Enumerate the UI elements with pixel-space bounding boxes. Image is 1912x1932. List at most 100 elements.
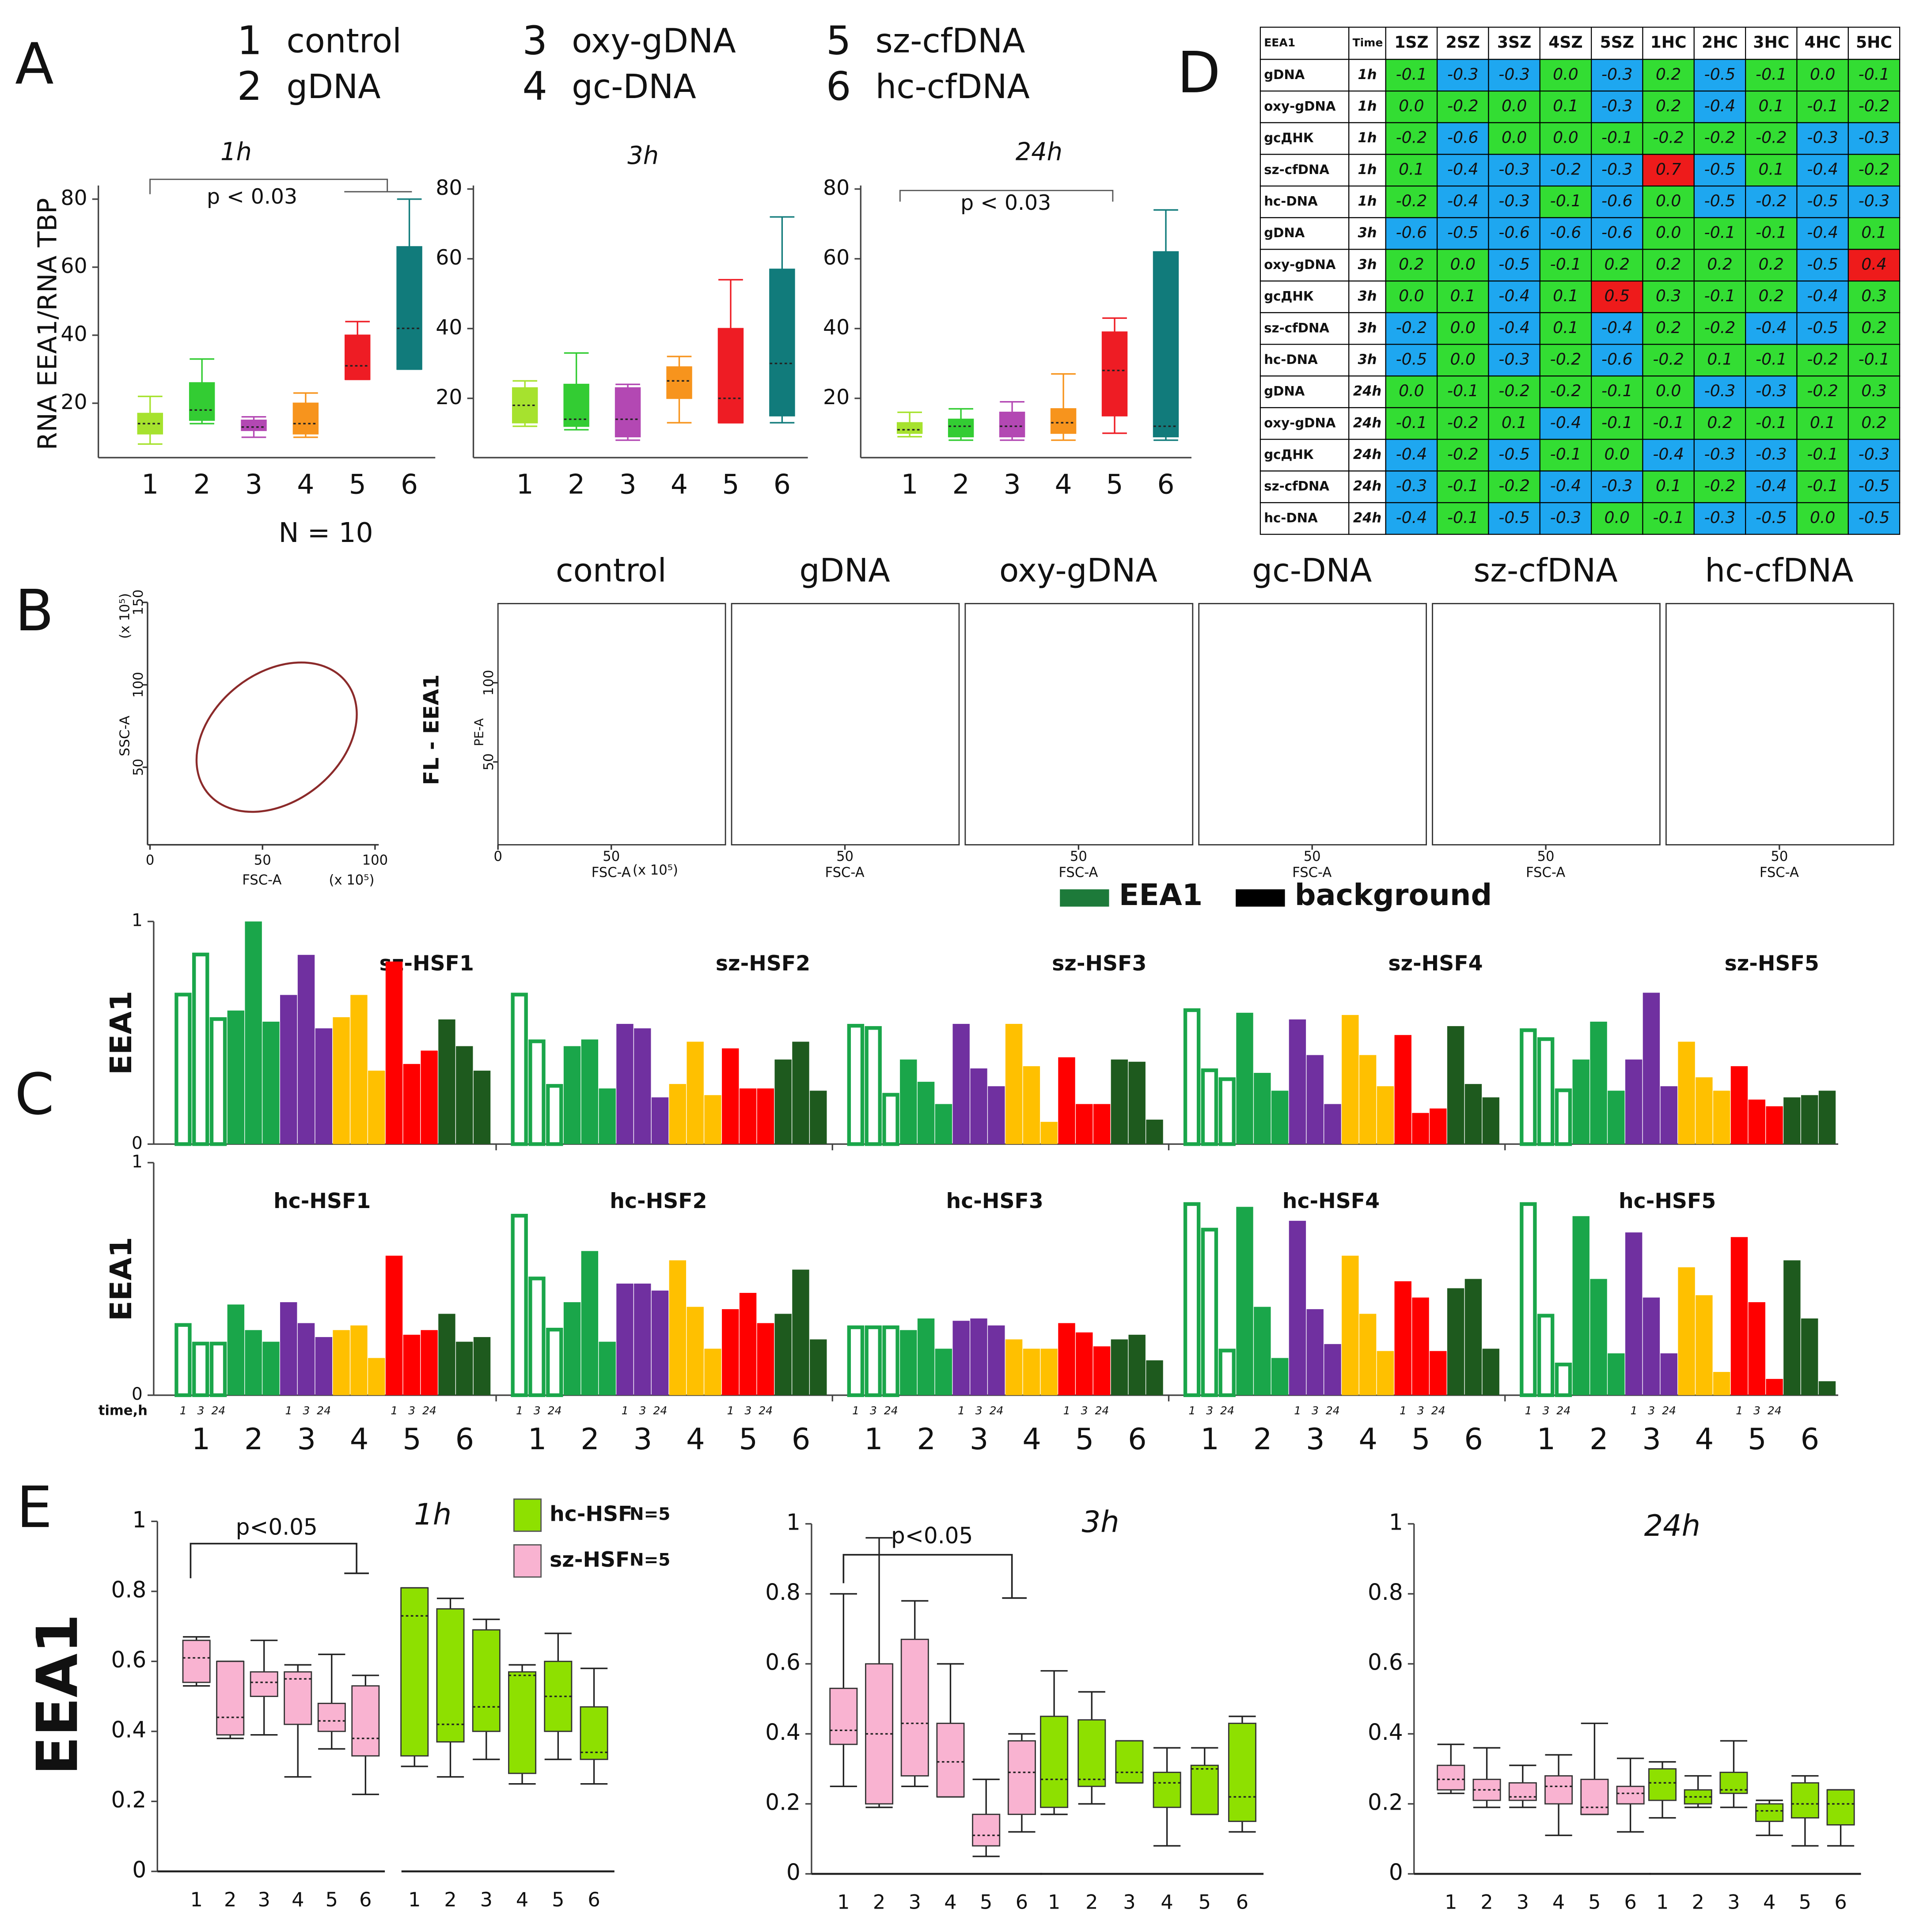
plot-title: oxy-gDNA <box>999 552 1157 589</box>
table-cell <box>1848 375 1901 409</box>
cell-text: -0.3 <box>1704 381 1736 400</box>
category-label: 1 <box>1200 1422 1219 1456</box>
category-label: 5 <box>1411 1422 1430 1456</box>
x-tick-label: 1 <box>1048 1891 1060 1914</box>
category-label: 1 <box>864 1422 883 1456</box>
table-cell <box>1488 186 1540 218</box>
bar <box>774 1314 792 1395</box>
cell-text: 0.0 <box>1502 96 1527 115</box>
chart-title: 1h <box>220 137 252 166</box>
cell-text: -0.3 <box>1756 444 1787 463</box>
x-tick-label: 4 <box>671 469 688 500</box>
x-tick-label: 6 <box>588 1888 600 1911</box>
category-label: 3 <box>297 1422 316 1456</box>
cell-text: 0.0 <box>1656 191 1681 210</box>
y-tick-label: 0.8 <box>765 1579 800 1605</box>
annotation: p<0.05 <box>891 1523 973 1549</box>
box <box>972 1814 1001 1847</box>
cell-text: -0.3 <box>1859 191 1890 210</box>
legend-number: 4 <box>522 64 547 110</box>
cell-text: 0.1 <box>1759 96 1784 115</box>
cell-text: -0.3 <box>1601 159 1633 178</box>
cell-text: -0.4 <box>1756 476 1787 495</box>
bar <box>315 1028 333 1144</box>
plot-title: hc-cfDNA <box>1705 552 1854 589</box>
cell-text: -0.2 <box>1396 128 1427 147</box>
bar <box>952 1321 970 1395</box>
y-tick-label: 50 <box>131 759 146 776</box>
x-tick-label: 5 <box>980 1891 992 1914</box>
box <box>1007 1740 1036 1815</box>
legend-number: 2 <box>237 64 262 110</box>
table-cell <box>1642 90 1695 123</box>
bar <box>403 1334 421 1395</box>
y-tick-label: 20 <box>436 385 462 409</box>
x-tick-label: 0 <box>493 849 502 864</box>
cell-text: gDNA <box>1264 67 1305 82</box>
y-axis-label: PE-A <box>472 718 486 746</box>
header-text: 3HC <box>1753 33 1789 52</box>
bar <box>1254 1072 1271 1144</box>
bar <box>438 1019 455 1144</box>
bar <box>1608 1091 1625 1144</box>
y-tick-label: 0.6 <box>1368 1649 1403 1675</box>
cell-text: 0.1 <box>1399 159 1424 178</box>
table-cell <box>1385 470 1438 504</box>
bar <box>1572 1216 1590 1395</box>
cell-text: -0.3 <box>1859 444 1890 463</box>
table-cell <box>1488 470 1540 504</box>
category-label: 5 <box>739 1422 758 1456</box>
time-label: 1 <box>1400 1404 1407 1417</box>
category-label: 3 <box>634 1422 653 1456</box>
bar <box>333 1330 350 1395</box>
cell-text: 3h <box>1358 257 1377 273</box>
cell-text: gDNA <box>1264 384 1305 399</box>
y-tick-label: 1 <box>132 911 143 931</box>
bar <box>1818 1381 1836 1395</box>
table-cell <box>1745 312 1798 345</box>
header-cell <box>1348 27 1386 60</box>
box <box>999 412 1025 438</box>
category-label: 6 <box>1464 1422 1483 1456</box>
cell-text: sz-cfDNA <box>1264 320 1329 335</box>
table-cell <box>1693 154 1746 187</box>
header-cell <box>1693 27 1746 60</box>
bar <box>651 1290 669 1395</box>
x-tick-label: 4 <box>297 469 314 500</box>
table-cell <box>1848 312 1901 345</box>
cell-text: 0.3 <box>1656 286 1681 305</box>
cell-text: 0.0 <box>1399 381 1424 400</box>
legend-swatch <box>513 1544 542 1578</box>
cell-text: sz-cfDNA <box>1264 162 1329 177</box>
cell-text: gcДНК <box>1264 130 1314 145</box>
bar <box>473 1070 491 1144</box>
bar <box>1218 1077 1236 1146</box>
box <box>351 1685 380 1757</box>
category-label: 3 <box>1306 1422 1325 1456</box>
cell-text: -0.1 <box>1807 444 1838 463</box>
table-cell <box>1488 154 1540 187</box>
plot-title: gDNA <box>799 552 890 589</box>
cell-text: -0.4 <box>1550 476 1582 495</box>
table-cell <box>1796 217 1849 250</box>
cell-text: -0.6 <box>1447 128 1479 147</box>
box <box>284 1671 312 1725</box>
cell-text: 0.1 <box>1759 159 1784 178</box>
x-tick-label: 2 <box>224 1888 236 1911</box>
cell-text: 0.2 <box>1399 254 1424 273</box>
table-cell <box>1539 470 1592 504</box>
bar <box>1801 1318 1818 1395</box>
time-label: 24 <box>1326 1404 1340 1417</box>
bar <box>1678 1267 1695 1395</box>
y-tick-label: 0.6 <box>765 1649 800 1675</box>
y-tick-label: 0.2 <box>1368 1789 1403 1815</box>
box <box>829 1687 858 1745</box>
y-tick-label: 1 <box>1389 1509 1403 1535</box>
cell-text: -0.2 <box>1859 96 1890 115</box>
significance-bracket <box>149 178 412 194</box>
table-cell <box>1436 280 1489 314</box>
x-tick-label: 4 <box>292 1888 304 1911</box>
bar <box>935 1104 952 1144</box>
table-cell <box>1436 439 1489 472</box>
bar <box>1146 1119 1163 1144</box>
